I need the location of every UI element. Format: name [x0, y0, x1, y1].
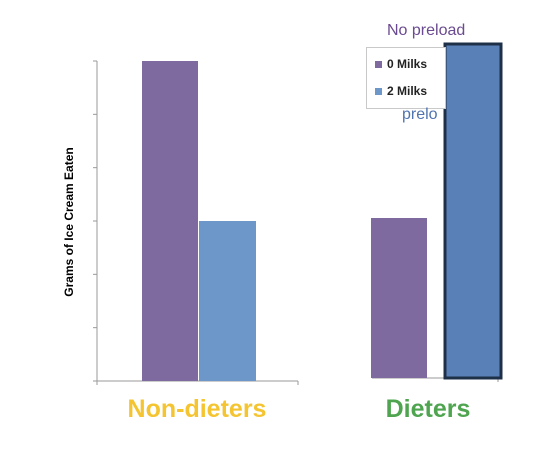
annotation-preload: prelo: [402, 106, 438, 123]
y-axis-label: Grams of Ice Cream Eaten: [62, 147, 76, 297]
bar-dieters-0-milks: [371, 218, 427, 378]
legend-label-2-milks: 2 Milks: [387, 84, 428, 98]
bar-non-dieters-2-milks: [199, 221, 256, 381]
legend-label-0-milks: 0 Milks: [387, 57, 428, 71]
category-label-non-dieters: Non-dieters: [127, 395, 267, 423]
legend: 0 Milks 2 Milks: [366, 47, 446, 109]
category-label-dieters: Dieters: [385, 395, 471, 423]
bar-non-dieters-0-milks: [142, 61, 198, 381]
bars: [142, 42, 503, 381]
legend-swatch-0-milks: [375, 61, 382, 69]
legend-item-0-milks: 0 Milks: [375, 57, 443, 71]
legend-swatch-2-milks: [375, 88, 382, 96]
annotation-no-preload: No preload: [387, 22, 466, 39]
legend-item-2-milks: 2 Milks: [375, 84, 443, 98]
bar-dieters-2-milks: [443, 42, 503, 380]
